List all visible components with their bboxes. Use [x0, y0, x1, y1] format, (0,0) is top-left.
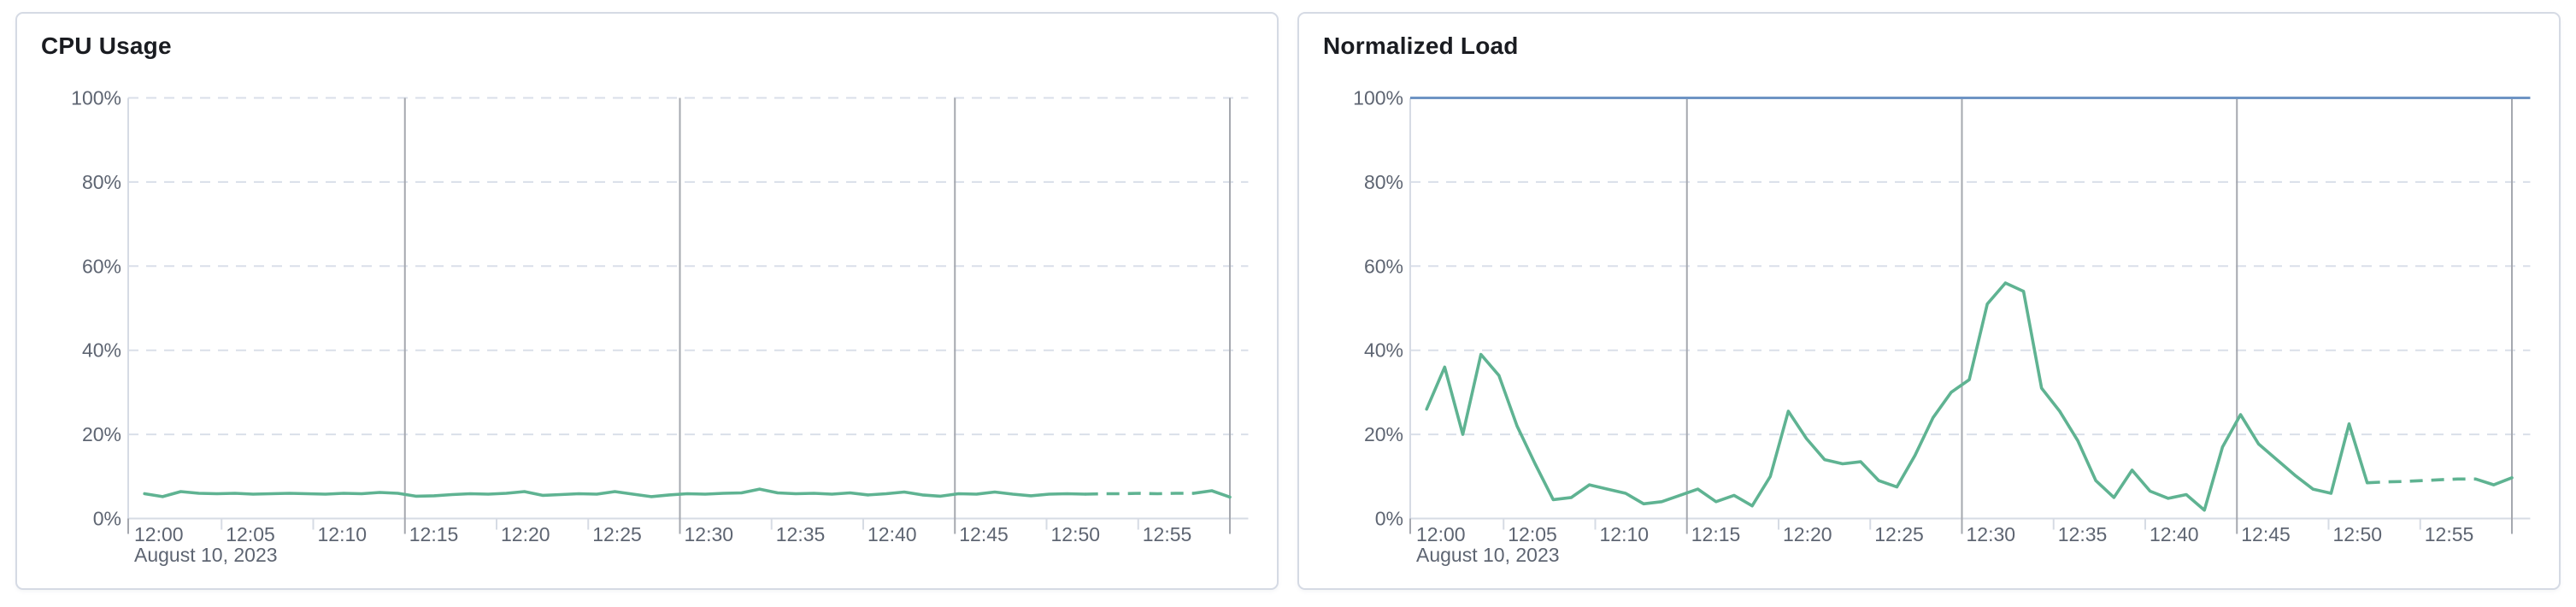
x-axis-label: 12:50: [1051, 523, 1101, 545]
x-axis-label: 12:35: [2058, 523, 2108, 545]
y-axis-label: 80%: [1364, 171, 1403, 193]
series-line-solid-tail: [1191, 489, 1232, 499]
series-line-dashed: [1085, 492, 1194, 496]
normalized-load-chart[interactable]: 0% 20% 40% 60% 80% 100% 12:00 12:05 12:10 12:15 12…: [1299, 14, 2559, 588]
y-axis-label: 60%: [82, 255, 121, 277]
x-axis-label: 12:30: [1967, 523, 2016, 545]
x-axis-label: 12:40: [867, 523, 917, 545]
y-axis-label: 80%: [82, 171, 121, 193]
y-axis-label: 20%: [1364, 423, 1403, 445]
cpu-usage-chart[interactable]: 0% 20% 40% 60% 80% 100% 12:00 12:05 12:10 12:15 12…: [17, 14, 1277, 588]
x-axis-label: 12:55: [1143, 523, 1192, 545]
series-line-solid-tail: [2473, 476, 2514, 486]
y-axis-label: 100%: [71, 87, 121, 109]
y-axis-label: 40%: [1364, 339, 1403, 362]
y-axis-label: 60%: [1364, 255, 1403, 277]
series-line-solid: [143, 487, 1087, 498]
x-axis-label: 12:00: [1416, 523, 1466, 545]
normalized-load-panel: Normalized Load 0% 20% 40% 60% 80% 100% 12:00 1…: [1297, 12, 2561, 590]
x-axis-label: 12:25: [1874, 523, 1924, 545]
x-axis-date-label: August 10, 2023: [134, 544, 278, 566]
x-axis-label: 12:00: [134, 523, 184, 545]
x-axis-label: 12:10: [1600, 523, 1650, 545]
x-axis-label: 12:35: [776, 523, 826, 545]
x-axis-label: 12:45: [2241, 523, 2291, 545]
x-axis-label: 12:05: [1508, 523, 1557, 545]
x-axis-label: 12:05: [226, 523, 275, 545]
x-axis-label: 12:45: [959, 523, 1009, 545]
x-axis-label: 12:25: [592, 523, 642, 545]
x-axis-label: 12:15: [1691, 523, 1741, 545]
x-axis-label: 12:20: [1783, 523, 1832, 545]
y-axis-label: 0%: [1375, 508, 1403, 530]
panel-title-normalized-load: Normalized Load: [1323, 32, 1519, 59]
x-axis-date-label: August 10, 2023: [1416, 544, 1560, 566]
series-line-solid: [1425, 281, 2369, 512]
x-axis-label: 12:30: [685, 523, 734, 545]
x-axis-label: 12:20: [501, 523, 550, 545]
x-axis-label: 12:10: [318, 523, 368, 545]
panel-title-cpu-usage: CPU Usage: [41, 32, 172, 59]
x-axis-label: 12:55: [2425, 523, 2474, 545]
series-line-dashed: [2367, 477, 2476, 485]
cpu-usage-panel: CPU Usage 0% 20% 40% 60% 80% 100% 12:00 12:05 12…: [15, 12, 1279, 590]
y-axis-label: 20%: [82, 423, 121, 445]
y-axis-label: 40%: [82, 339, 121, 362]
x-axis-label: 12:50: [2333, 523, 2383, 545]
x-axis-label: 12:15: [409, 523, 459, 545]
x-axis-label: 12:40: [2150, 523, 2199, 545]
y-axis-label: 100%: [1353, 87, 1403, 109]
y-axis-label: 0%: [93, 508, 121, 530]
